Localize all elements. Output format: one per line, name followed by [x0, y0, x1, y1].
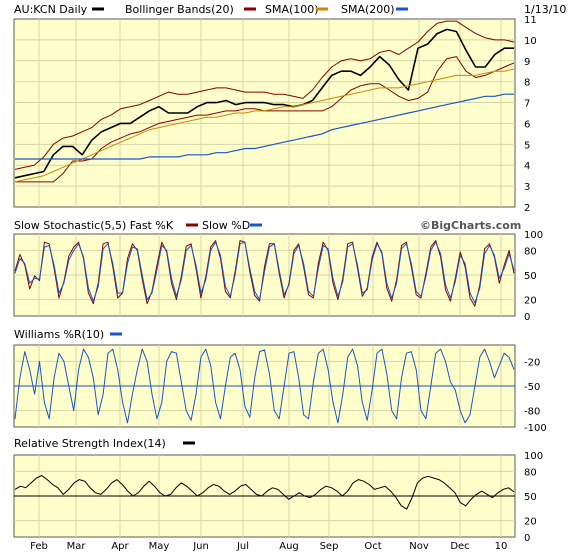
y-tick-label: 6 — [524, 119, 530, 130]
series-line-au-kcn-daily — [14, 28, 514, 179]
sma200-label: SMA(200) — [341, 3, 395, 16]
month-label: May — [149, 541, 170, 552]
y-tick-label: 2 — [524, 203, 530, 214]
month-label: Jul — [236, 541, 249, 552]
y-tick-label: 7 — [524, 99, 530, 110]
series-line-relative-strength-index-14 — [14, 475, 515, 510]
series-line-sma-200 — [15, 93, 514, 160]
month-label: Oct — [364, 541, 381, 552]
month-label: Aug — [279, 541, 299, 552]
month-label: Mar — [67, 541, 87, 552]
series-line-slow-d — [14, 241, 515, 304]
rsi-y-tick-labels: 0 20 50 80 100 — [524, 451, 543, 544]
slow-d-label: Slow %D — [202, 219, 250, 232]
rsi-series — [14, 475, 515, 510]
williams-label: Williams %R(10) — [14, 328, 104, 341]
y-tick-label: 10 — [524, 36, 537, 47]
stochastic-label: Slow Stochastic(5,5) Fast %K — [14, 219, 174, 232]
y-tick-label: 0 — [524, 312, 530, 323]
y-tick-label: 80 — [524, 467, 537, 478]
y-tick-label: 80 — [524, 246, 537, 257]
chart-date: 1/13/10 — [524, 3, 566, 16]
price-plot-area — [13, 18, 516, 208]
month-label: Feb — [30, 541, 48, 552]
price-y-tick-labels: 2 3 4 5 6 7 8 9 10 11 — [524, 15, 537, 214]
price-series — [14, 20, 515, 183]
y-tick-label: 8 — [524, 78, 530, 89]
y-tick-label: 4 — [524, 161, 530, 172]
y-tick-label: 20 — [524, 517, 537, 528]
month-label: Nov — [409, 541, 429, 552]
price-panel: 2 3 4 5 6 7 8 9 10 11 — [13, 15, 537, 214]
y-tick-label: 100 — [524, 230, 543, 241]
symbol-label: AU:KCN Daily — [14, 3, 88, 16]
williams-panel: -20 -50 -80 -100 Williams %R(10) — [13, 328, 547, 434]
month-label: Dec — [450, 541, 469, 552]
williams-series — [14, 348, 515, 424]
stochastic-y-tick-labels: 0 20 50 80 100 — [524, 230, 543, 323]
price-legend: AU:KCN Daily Bollinger Bands(20) SMA(100… — [14, 3, 566, 16]
month-label: 10 — [495, 541, 508, 552]
month-label: Sep — [320, 541, 339, 552]
y-tick-label: 3 — [524, 182, 530, 193]
y-tick-label: 11 — [524, 15, 537, 26]
y-tick-label: 100 — [524, 451, 543, 462]
month-label: Apr — [111, 541, 129, 552]
y-tick-label: 0 — [524, 533, 530, 544]
williams-y-tick-labels: -20 -50 -80 -100 — [524, 357, 547, 434]
y-tick-label: 50 — [524, 492, 537, 503]
bollinger-label: Bollinger Bands(20) — [125, 3, 234, 16]
rsi-panel: 0 20 50 80 100 Relative Strength Index(14) — [13, 437, 543, 544]
series-line-sma-100 — [14, 68, 515, 183]
y-tick-label: 9 — [524, 57, 530, 68]
y-tick-label: -80 — [524, 407, 540, 418]
y-tick-label: -50 — [524, 382, 540, 393]
stochastic-series — [14, 240, 515, 307]
month-label: Jun — [192, 541, 209, 552]
sma100-label: SMA(100) — [265, 3, 319, 16]
y-tick-label: 50 — [524, 271, 537, 282]
y-tick-label: 5 — [524, 140, 530, 151]
rsi-label: Relative Strength Index(14) — [14, 437, 166, 450]
series-line-bollinger-upper — [14, 20, 515, 170]
watermark: ©BigCharts.com — [420, 219, 521, 232]
y-tick-label: -100 — [524, 423, 547, 434]
y-tick-label: 20 — [524, 296, 537, 307]
y-tick-label: -20 — [524, 357, 540, 368]
x-axis-month-labels: Feb Mar Apr May Jun Jul Aug Sep Oct Nov Dec 10 — [30, 541, 507, 552]
